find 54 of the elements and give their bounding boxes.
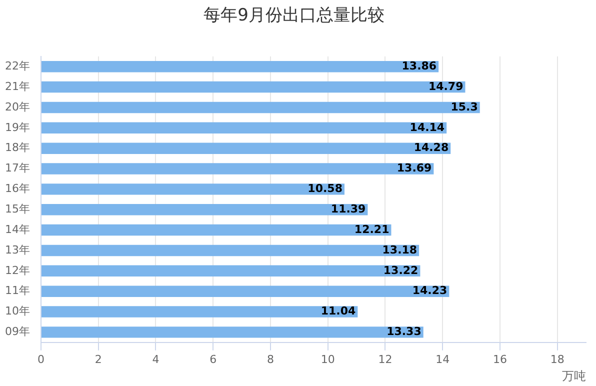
data-label: 13.22 [383,264,418,277]
x-tick-label: 18 [550,352,564,366]
y-tick-label: 10年 [4,304,30,318]
y-tick-label: 14年 [4,222,30,236]
bar [41,244,420,256]
bar [41,286,450,297]
data-label: 12.21 [354,222,390,236]
x-tick-label: 16 [492,352,507,366]
y-tick-label: 17年 [4,162,30,175]
bar [41,184,344,195]
data-label: 13.86 [402,59,437,72]
y-tick-label: 11年 [4,284,30,298]
y-tick-label: 18年 [4,141,30,154]
x-tick-label: 14 [436,352,450,366]
data-label: 10.58 [308,182,342,196]
x-tick-label: 8 [266,352,274,366]
data-label: 14.14 [410,120,445,134]
data-label: 11.04 [320,304,356,318]
y-tick-label: 19年 [4,120,30,134]
data-label: 11.39 [330,202,366,216]
bar [41,122,447,134]
x-tick-label: 4 [152,352,160,366]
y-tick-label: 20年 [4,100,30,114]
x-tick-label: 12 [378,352,392,366]
bar [41,204,368,216]
bar [41,326,424,338]
y-tick-label: 16年 [4,182,30,196]
x-tick-label: 10 [320,352,335,366]
y-tick-label: 13年 [4,243,30,256]
bar [41,163,434,174]
x-tick-label: 2 [94,352,102,366]
chart-title: 每年9月份出口总量比较 [204,6,384,26]
bar [41,102,480,114]
bar [41,81,466,93]
bar [41,306,358,318]
y-tick-label: 22年 [4,59,30,72]
y-tick-label: 12年 [4,264,30,277]
y-tick-label: 21年 [4,80,30,93]
bar [41,224,392,236]
x-tick-label: 6 [210,352,217,366]
data-label: 15.3 [450,100,478,114]
data-label: 14.23 [412,284,448,298]
x-axis-title: 万吨 [562,368,586,383]
data-label: 13.33 [386,325,422,338]
bar [41,60,439,72]
x-tick-label: 0 [37,352,44,366]
bar [41,142,451,154]
data-label: 14.28 [414,141,449,154]
y-tick-label: 15年 [4,202,30,216]
data-label: 13.69 [396,162,432,175]
y-tick-label: 09年 [4,325,30,338]
data-label: 13.18 [382,243,418,256]
bar [41,265,420,277]
data-label: 14.79 [428,80,464,93]
